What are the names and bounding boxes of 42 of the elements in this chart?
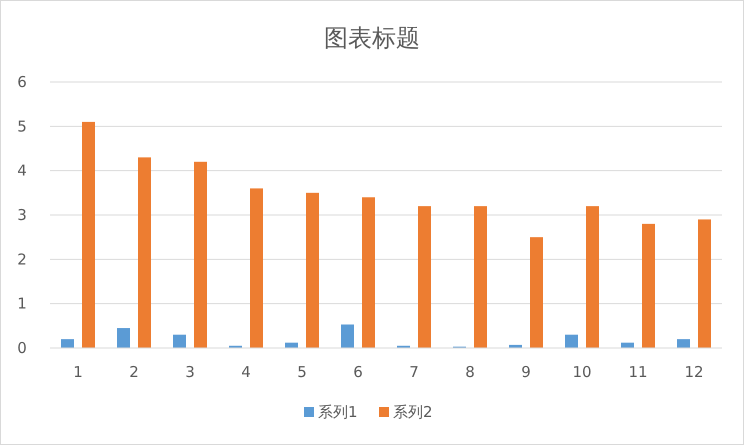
x-tick-label: 4 xyxy=(241,363,251,381)
title: 图表标题 xyxy=(324,24,420,52)
x-tick-label: 12 xyxy=(684,363,704,381)
legend-label: 系列1 xyxy=(318,403,358,421)
x-tick-label: 10 xyxy=(572,363,592,381)
x-tick-label: 7 xyxy=(409,363,419,381)
y-tick-label: 3 xyxy=(17,206,27,224)
bar xyxy=(586,206,599,348)
bar xyxy=(642,224,655,348)
y-tick-label: 6 xyxy=(17,73,27,91)
bar xyxy=(306,192,319,348)
y-tick-label: 0 xyxy=(17,339,27,357)
bar xyxy=(341,324,354,348)
x-tick-label: 9 xyxy=(521,363,531,381)
x-tick-label: 5 xyxy=(297,363,307,381)
x-tick-label: 8 xyxy=(465,363,475,381)
y-tick-label: 4 xyxy=(17,162,27,180)
bar xyxy=(138,157,151,348)
bar xyxy=(194,162,207,348)
bar xyxy=(285,342,298,348)
x-tick-label: 2 xyxy=(129,363,139,381)
x-tick-label: 6 xyxy=(353,363,363,381)
bar xyxy=(698,219,711,348)
bar xyxy=(362,197,375,348)
bar xyxy=(677,339,690,348)
bar xyxy=(530,237,543,348)
x-tick-label: 11 xyxy=(628,363,648,381)
bar xyxy=(117,328,130,348)
bar xyxy=(474,206,487,348)
legend-label: 系列2 xyxy=(393,403,433,421)
x-tick-label: 3 xyxy=(185,363,195,381)
bar xyxy=(250,188,263,348)
bar xyxy=(82,122,95,348)
y-tick-label: 1 xyxy=(17,294,27,313)
y-tick-label: 2 xyxy=(17,250,27,268)
bar xyxy=(621,342,634,348)
bar xyxy=(565,334,578,348)
y-tick-label: 5 xyxy=(17,117,27,136)
bar xyxy=(61,339,74,348)
bar xyxy=(173,334,186,348)
bar xyxy=(418,206,431,348)
x-tick-label: 1 xyxy=(73,363,83,381)
